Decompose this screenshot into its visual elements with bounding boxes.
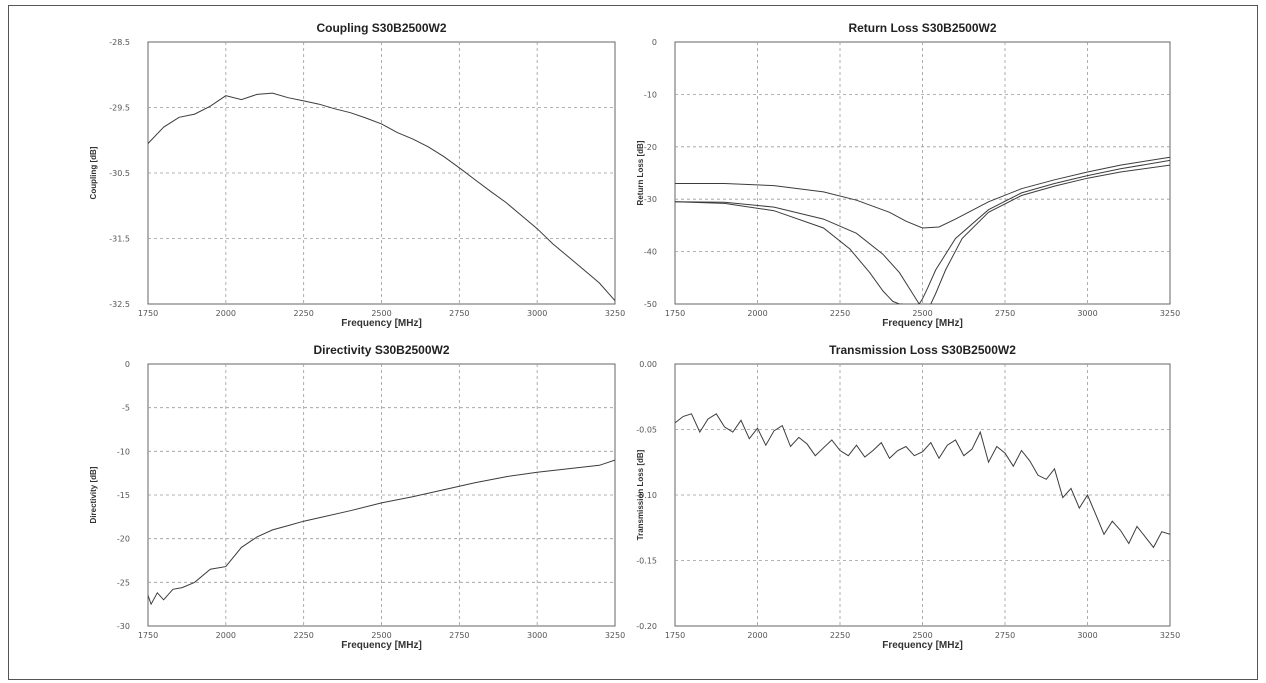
y-tick-label: -31.5 (109, 235, 130, 244)
y-axis-title: Coupling [dB] (89, 146, 98, 199)
x-tick-label: 1750 (665, 309, 685, 318)
x-tick-label: 2750 (449, 309, 469, 318)
x-tick-label: 3000 (1077, 309, 1097, 318)
return-loss-chart: Return Loss S30B2500W2 1750 2000 2250 2500 27… (636, 21, 1180, 329)
series-line (930, 164, 1170, 304)
x-tick-label: 2000 (747, 631, 767, 640)
y-tick-label: -10 (117, 447, 130, 456)
x-tick-label: 1750 (138, 309, 158, 318)
x-tick-label: 2250 (293, 309, 313, 318)
y-tick-label: -29.5 (109, 104, 130, 113)
x-tick-label: 2750 (995, 309, 1015, 318)
transmission-loss-chart: Transmission Loss S30B2500W2 1750 2000 2250… (636, 343, 1180, 651)
y-tick-label: -30 (644, 195, 657, 204)
x-tick-label: 2250 (830, 309, 850, 318)
x-tick-label: 2750 (449, 631, 469, 640)
directivity-chart: Directivity S30B2500W2 1750 2000 2250 2500 27… (89, 343, 625, 651)
y-tick-label: -30.5 (109, 169, 130, 178)
y-axis-title: Transmission Loss [dB] (636, 449, 645, 540)
y-tick-label: -0.10 (636, 491, 657, 500)
y-tick-label: -0.15 (636, 557, 657, 566)
x-tick-label: 2000 (747, 309, 767, 318)
series-line (675, 156, 1170, 229)
y-tick-label: -0.20 (636, 622, 657, 631)
y-axis-title: Return Loss [dB] (636, 140, 645, 205)
y-axis-title: Directivity [dB] (89, 466, 98, 523)
x-axis-title: Frequency [MHz] (341, 640, 422, 651)
x-tick-label: 2000 (216, 631, 236, 640)
x-tick-label: 2500 (371, 309, 391, 318)
x-axis-title: Frequency [MHz] (882, 318, 963, 329)
x-tick-label: 3250 (1160, 631, 1180, 640)
y-tick-label: -5 (122, 404, 130, 413)
x-tick-label: 3000 (1077, 631, 1097, 640)
coupling-chart: Coupling S30B2500W2 1750 2000 2250 2500 2750 3… (89, 21, 625, 329)
chart-title: Directivity S30B2500W2 (313, 343, 449, 357)
y-tick-label: -25 (117, 578, 130, 587)
y-tick-label: -10 (644, 90, 657, 99)
x-axis-title: Frequency [MHz] (341, 318, 422, 329)
y-tick-label: -30 (117, 622, 130, 631)
series-line (148, 92, 615, 302)
chart-title: Coupling S30B2500W2 (316, 21, 446, 35)
series-line (148, 459, 615, 606)
series-line (675, 159, 1170, 304)
y-tick-label: -20 (644, 143, 657, 152)
x-tick-label: 2000 (216, 309, 236, 318)
x-tick-label: 2500 (371, 631, 391, 640)
y-tick-label: -0.05 (636, 426, 657, 435)
y-tick-label: -40 (644, 248, 657, 257)
x-tick-label: 3250 (605, 309, 625, 318)
x-tick-label: 1750 (665, 631, 685, 640)
y-tick-label: -50 (644, 300, 657, 309)
y-tick-label: -32.5 (109, 300, 130, 309)
series-line (675, 413, 1170, 549)
y-tick-label: 0 (652, 38, 657, 47)
chart-title: Return Loss S30B2500W2 (848, 21, 996, 35)
x-tick-label: 3250 (1160, 309, 1180, 318)
y-tick-label: -20 (117, 535, 130, 544)
x-tick-label: 3000 (527, 631, 547, 640)
y-tick-label: -28.5 (109, 38, 130, 47)
y-tick-label: 0.00 (639, 360, 657, 369)
x-tick-label: 2250 (293, 631, 313, 640)
x-tick-label: 2500 (912, 309, 932, 318)
x-axis-title: Frequency [MHz] (882, 640, 963, 651)
chart-title: Transmission Loss S30B2500W2 (829, 343, 1016, 357)
x-tick-label: 3000 (527, 309, 547, 318)
x-tick-label: 2750 (995, 631, 1015, 640)
y-tick-label: -15 (117, 491, 130, 500)
series-line (675, 201, 903, 304)
y-tick-label: 0 (125, 360, 130, 369)
x-tick-label: 2250 (830, 631, 850, 640)
x-tick-label: 3250 (605, 631, 625, 640)
x-tick-label: 2500 (912, 631, 932, 640)
x-tick-label: 1750 (138, 631, 158, 640)
